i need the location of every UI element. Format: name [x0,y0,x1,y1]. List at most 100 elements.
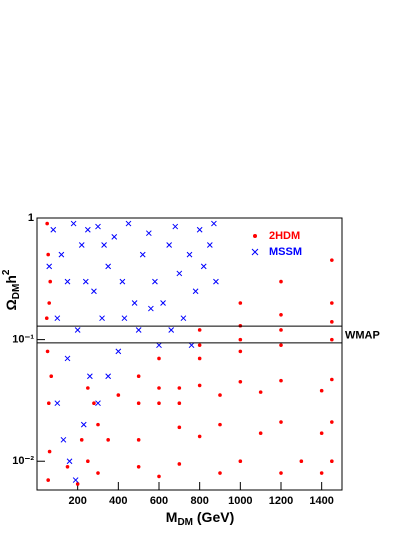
cross-point [46,263,53,270]
dot-point [157,356,161,361]
dot-point [136,374,141,379]
cross-point [152,278,158,285]
dot-point [157,474,161,479]
dot-point [116,393,121,397]
dot-point [136,401,141,406]
dot-point [65,464,70,469]
dot-point [330,337,334,342]
dot-point [238,349,243,354]
x-label-rest: (GeV) [193,509,234,525]
x-tick-label: 1200 [269,495,293,507]
dot-point [197,343,202,347]
dot-point [319,431,324,436]
dot-point [48,279,53,284]
cross-point [105,263,112,270]
legend-marker [251,248,259,256]
cross-point [156,342,162,349]
cross-point [135,327,142,333]
dot-point [238,379,243,384]
dot-point [258,431,263,436]
dot-point [238,301,243,305]
cross-point [125,220,132,227]
dot-point [218,393,222,397]
dot-point [299,459,304,464]
dot-point [157,401,161,406]
cross-point [82,278,89,285]
dot-point [330,459,334,464]
cross-point [91,288,97,295]
cross-point [70,220,77,227]
cross-point [95,223,101,230]
cross-point [84,226,91,233]
x-tick-label: 1400 [309,495,333,507]
cross-point [64,355,71,362]
cross-point [166,242,173,248]
dot-point [75,482,80,486]
dot-point [46,401,51,406]
dot-point [197,356,202,361]
cross-point [74,327,81,333]
dot-point [86,459,90,464]
cross-point [172,223,179,230]
y-label-sup: 2 [1,269,12,275]
dot-point [96,422,100,427]
series-1 [46,220,219,483]
cross-point [131,300,138,306]
dot-point [106,438,110,442]
cross-point [160,300,166,306]
dot-point [330,258,334,262]
dot-point [330,320,334,324]
dot-point [279,328,283,332]
cross-point [145,230,152,237]
dot-point [197,328,202,332]
cross-point [139,251,146,258]
dot-point [218,471,222,475]
dot-point [279,343,283,347]
dot-point [330,377,334,382]
cross-point [80,421,87,428]
cross-point [99,315,105,322]
cross-point [211,220,217,227]
y-tick-label: 10⁻¹ [12,334,34,346]
cross-point [192,288,199,295]
cross-point [176,270,183,277]
x-tick-label: 800 [190,495,208,507]
cross-point [213,278,219,285]
dot-point [258,390,263,394]
dot-point [279,312,283,317]
cross-point [180,315,187,322]
dot-point [218,422,222,427]
cross-point [168,327,175,333]
y-tick-label: 1 [28,212,34,224]
dot-point [44,316,49,320]
series-0 [44,221,334,486]
dot-point [279,420,283,424]
cross-point [66,458,73,465]
dot-point [238,459,243,464]
dot-point [79,438,84,442]
dot-point [45,349,50,354]
cross-point [50,226,57,233]
dot-point [47,449,52,454]
cross-point [200,263,207,270]
cross-point [95,400,101,407]
cross-point [78,242,85,248]
dot-point [47,301,51,305]
dot-point [136,438,141,442]
dot-point [177,401,182,406]
y-axis-label: ΩDMh2 [1,269,22,310]
cross-point [121,315,128,322]
cross-point [58,251,65,258]
dot-point [177,462,182,466]
cross-point [72,477,79,483]
dot-point [279,378,283,383]
cross-point [206,242,213,248]
y-tick-label: 10⁻² [12,455,34,467]
dot-point [238,337,243,342]
dot-point [177,425,182,430]
dot-point [330,301,334,305]
wmap-label: WMAP [345,329,380,341]
dot-point [92,401,96,406]
plot-frame [36,217,343,491]
